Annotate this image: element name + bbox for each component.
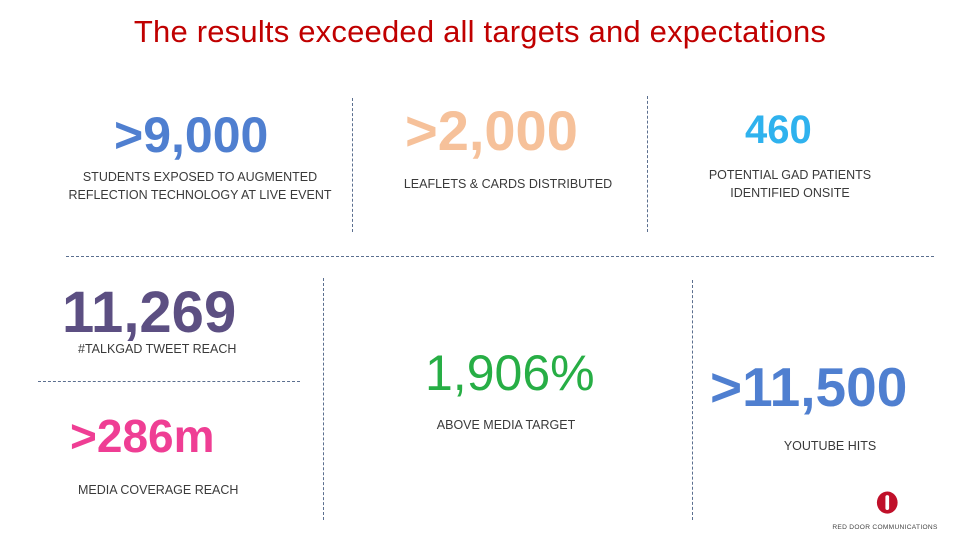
- divider-bottom-left: [323, 278, 324, 520]
- divider-bottom-right: [692, 280, 693, 520]
- divider-top-left: [352, 98, 353, 232]
- stat-leaflets-value: >2,000: [405, 99, 578, 162]
- logo-text: RED DOOR COMMUNICATIONS: [832, 524, 938, 531]
- divider-horizontal-left: [38, 381, 300, 382]
- stat-leaflets-caption: LEAFLETS & CARDS DISTRIBUTED: [403, 177, 613, 191]
- stat-students-caption: STUDENTS EXPOSED TO AUGMENTED REFLECTION…: [68, 170, 332, 203]
- stat-youtube-caption: YOUTUBE HITS: [783, 439, 877, 453]
- stat-patients-caption: POTENTIAL GAD PATIENTS IDENTIFIED ONSITE: [708, 168, 872, 201]
- stat-patients-value: 460: [745, 108, 812, 152]
- stat-media-coverage-value: >286m: [70, 410, 215, 462]
- stat-media-coverage-caption: MEDIA COVERAGE REACH: [78, 483, 239, 497]
- stat-youtube-value: >11,500: [710, 356, 908, 418]
- stat-students-value: >9,000: [114, 107, 269, 163]
- stat-media-target-caption: ABOVE MEDIA TARGET: [436, 418, 576, 432]
- divider-horizontal-main: [66, 256, 934, 257]
- stat-tweet-reach-caption: #TALKGAD TWEET REACH: [78, 342, 237, 356]
- slide-title: The results exceeded all targets and exp…: [133, 14, 827, 49]
- stat-tweet-reach-value: 11,269: [62, 280, 237, 345]
- divider-top-right: [647, 96, 648, 232]
- stat-media-target-value: 1,906%: [425, 345, 595, 401]
- red-door-logo-icon: [876, 491, 898, 514]
